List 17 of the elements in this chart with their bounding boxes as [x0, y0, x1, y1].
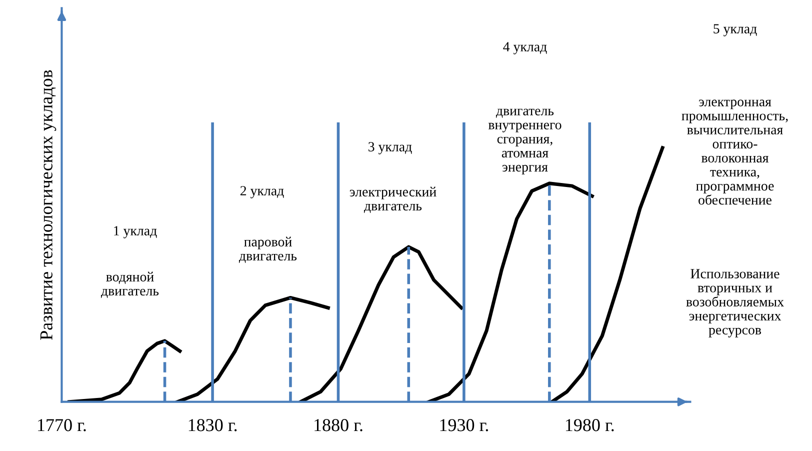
annotation: 1 уклад [114, 226, 157, 238]
annotation: двигатель внутреннего сгорания, атомная энергия [488, 108, 562, 174]
text: 4 уклад [503, 42, 547, 54]
x-tick-label: 1880 г. [314, 419, 362, 432]
annotation: 2 уклад [240, 186, 284, 198]
text: 5 уклад [714, 24, 757, 36]
annotation: водяной двигатель [100, 272, 159, 298]
annotation: паровой двигатель [238, 236, 297, 264]
y-axis-title: Развитие технологических укладов [40, 70, 56, 340]
x-tick-label: 1930 г. [440, 419, 488, 432]
annotation: электронная промышленность, вычислительная оптико- волоконная техника, программное обеспечение [682, 100, 788, 205]
annotation: 3 уклад [368, 142, 412, 154]
x-tick-label: 1980 г. [566, 419, 614, 432]
annotation: Использование вторичных и возобновляемых энергетических ресурсов [686, 269, 784, 338]
annotation: электрический двигатель [350, 186, 436, 214]
x-tick-label: 1770 г. [38, 419, 86, 432]
x-tick-label: 1830 г. [188, 419, 237, 432]
